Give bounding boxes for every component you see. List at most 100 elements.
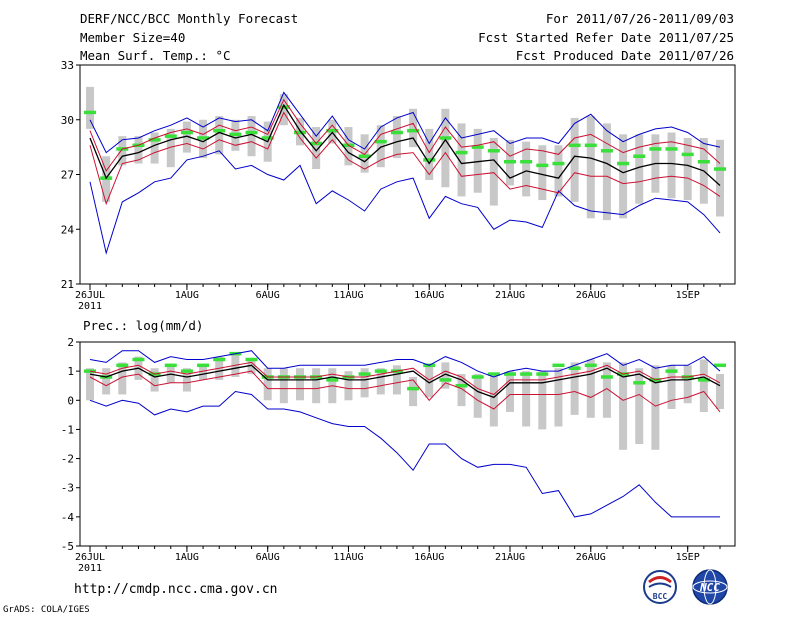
chart1-range-box (263, 368, 272, 401)
chart0-range-box (376, 125, 385, 168)
chart1-range-box (150, 368, 159, 392)
chart0-x-tick-label: 26AUG (576, 290, 606, 301)
chart0-range-box (635, 134, 644, 204)
chart0-range-box (554, 145, 563, 197)
chart0-x-tick-label: 21AUG (495, 290, 525, 301)
temperature-chart: 21 24 27 30 33 26JUL 1AUG 6AUG 11AUG 16AUG 21AUG 26… (61, 59, 736, 312)
chart1-mean-line (89, 364, 721, 399)
chart1-frame (79, 341, 736, 547)
member-size: Member Size=40 (80, 30, 186, 45)
chart1-title: Prec.: log(mm/d) (83, 318, 203, 333)
chart1-y-tick-label: -4 (61, 511, 75, 524)
chart0-range-box (118, 136, 127, 166)
chart0-range-box (570, 117, 579, 202)
chart0-range-box (150, 132, 159, 164)
chart1-range-box (86, 368, 94, 401)
chart0-x-tick-label: 16AUG (414, 290, 444, 301)
chart0-range-box (441, 108, 450, 188)
chart1-x-year-label: 2011 (78, 563, 102, 574)
chart1-range-box (441, 362, 450, 389)
chart1-range-box (554, 368, 563, 427)
chart0-range-box (134, 136, 143, 164)
chart0-range-box (392, 116, 401, 159)
chart0-range-box (312, 127, 321, 170)
ncc-logo: NCC (692, 569, 728, 605)
chart1-x-tick-label: 1SEP (676, 552, 700, 563)
chart0-upper-spread-line (89, 98, 721, 172)
chart0-range-box (457, 123, 466, 197)
chart1-range-box (683, 365, 692, 404)
chart1-range-box (409, 376, 418, 407)
chart1-range-box (506, 371, 514, 412)
chart0-x-year-label: 2011 (78, 301, 102, 312)
chart1-y-tick-label: -3 (61, 482, 74, 495)
chart1-y-tick-label: 1 (67, 365, 74, 378)
variable-label: Mean Surf. Temp.: °C (80, 48, 231, 63)
chart1-x-tick-label: 1AUG (175, 552, 199, 563)
chart1-range-box (619, 362, 628, 450)
chart-title: DERF/NCC/BCC Monthly Forecast (80, 11, 299, 26)
chart0-range-box (215, 116, 224, 155)
chart1-range-box (473, 374, 482, 418)
chart1-y-tick-label: -5 (61, 540, 74, 553)
chart0-range-box (538, 145, 547, 201)
chart1-x-tick-label: 6AUG (256, 552, 280, 563)
chart0-range-box (425, 128, 434, 180)
chart1-y-tick-label: -2 (61, 453, 74, 466)
precipitation-chart: Prec.: log(mm/d) -5 -4 -3 -2 -1 0 1 2 26JUL 1AUG 6A… (61, 318, 736, 574)
chart0-max-line (89, 91, 721, 154)
chart1-range-box (586, 359, 595, 418)
chart1-range-box (716, 374, 724, 410)
chart1-x-tick-label: 11AUG (333, 552, 363, 563)
chart1-range-box (296, 368, 304, 401)
grads-credit: GrADS: COLA/IGES (3, 605, 90, 615)
chart0-y-tick-label: 27 (61, 169, 74, 182)
chart1-range-box (425, 365, 434, 398)
chart0-lower-spread-line (89, 111, 721, 206)
chart1-range-box (392, 365, 401, 395)
chart0-min-line (89, 150, 721, 255)
chart0-range-box (683, 138, 692, 201)
chart1-range-box (457, 374, 466, 407)
chart1-range-box (602, 362, 611, 418)
chart0-x-tick-label: 6AUG (256, 290, 280, 301)
ncc-logo-text: NCC (699, 581, 720, 594)
chart1-range-box (376, 368, 385, 395)
forecast-period: For 2011/07/26-2011/09/03 (545, 11, 734, 26)
chart0-range-box (619, 134, 628, 219)
chart1-range-box (102, 368, 111, 395)
chart1-range-box (699, 359, 708, 412)
chart1-y-tick-label: 0 (67, 394, 74, 407)
refer-date: Fcst Started Refer Date 2011/07/25 (478, 30, 734, 45)
chart0-range-box (473, 128, 482, 193)
chart0-range-box (409, 108, 418, 148)
chart0-y-tick-label: 24 (61, 223, 75, 236)
chart1-upper-spread-line (89, 361, 721, 396)
chart0-range-box (86, 86, 94, 129)
chart1-range-box (538, 371, 547, 430)
chart1-range-box (635, 368, 644, 444)
bcc-logo: BCC (643, 570, 677, 604)
chart1-x-tick-label: 26AUG (576, 552, 606, 563)
chart1-range-box (667, 365, 676, 410)
chart1-range-box (247, 359, 256, 375)
chart1-y-tick-label: -1 (61, 423, 74, 436)
chart0-range-box (182, 121, 191, 153)
chart1-range-box (344, 371, 353, 401)
chart1-range-box (522, 371, 531, 427)
chart0-range-box (247, 116, 256, 157)
chart1-range-box (651, 365, 660, 450)
chart1-range-box (360, 368, 369, 398)
chart0-x-tick-label: 1AUG (175, 290, 199, 301)
chart0-range-box (716, 139, 724, 217)
chart1-y-tick-label: 2 (67, 336, 74, 349)
bcc-logo-text: BCC (653, 592, 668, 601)
chart1-range-box (279, 368, 288, 404)
footer-url: http://cmdp.ncc.cma.gov.cn (74, 582, 278, 597)
logos: BCC NCC (640, 568, 740, 612)
chart0-y-tick-label: 30 (61, 114, 74, 127)
chart0-x-tick-label: 26JUL (75, 290, 105, 301)
chart1-x-tick-label: 16AUG (414, 552, 444, 563)
chart1-x-tick-label: 21AUG (495, 552, 525, 563)
chart0-mean-line (89, 103, 721, 186)
